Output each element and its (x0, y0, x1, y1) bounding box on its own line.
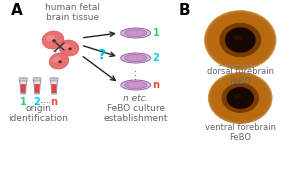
Ellipse shape (130, 84, 133, 86)
Ellipse shape (36, 77, 38, 79)
Ellipse shape (209, 14, 271, 66)
Ellipse shape (214, 19, 266, 61)
Ellipse shape (211, 16, 269, 64)
Polygon shape (34, 84, 40, 93)
Ellipse shape (53, 41, 56, 43)
Ellipse shape (134, 84, 137, 86)
Ellipse shape (58, 60, 62, 63)
Ellipse shape (124, 81, 147, 89)
Ellipse shape (53, 77, 55, 79)
Ellipse shape (134, 32, 137, 34)
Ellipse shape (225, 27, 256, 53)
Text: 2: 2 (34, 97, 40, 107)
Text: n: n (50, 97, 58, 107)
Text: dorsal forebrain
FeBO: dorsal forebrain FeBO (207, 67, 274, 86)
Ellipse shape (124, 54, 147, 62)
Ellipse shape (214, 77, 266, 119)
Polygon shape (20, 80, 27, 94)
Text: .: . (134, 68, 137, 78)
Ellipse shape (62, 44, 71, 49)
Text: origin
identification: origin identification (8, 104, 68, 123)
Text: n etc.: n etc. (123, 94, 148, 103)
Ellipse shape (233, 35, 242, 41)
Ellipse shape (226, 87, 254, 109)
Ellipse shape (138, 84, 141, 86)
Text: 2: 2 (153, 53, 159, 63)
Ellipse shape (215, 78, 265, 118)
Ellipse shape (207, 13, 273, 67)
Polygon shape (20, 84, 26, 93)
Polygon shape (51, 84, 57, 93)
FancyBboxPatch shape (19, 78, 27, 81)
Ellipse shape (52, 39, 56, 42)
Ellipse shape (214, 77, 267, 120)
Ellipse shape (49, 53, 69, 69)
Ellipse shape (205, 11, 275, 69)
Ellipse shape (213, 76, 268, 120)
Ellipse shape (138, 32, 141, 34)
Ellipse shape (212, 75, 269, 121)
Ellipse shape (206, 12, 274, 68)
Ellipse shape (121, 28, 151, 38)
Ellipse shape (138, 57, 141, 59)
Text: 1: 1 (153, 28, 159, 38)
Ellipse shape (210, 74, 271, 123)
Ellipse shape (134, 57, 137, 59)
Ellipse shape (208, 14, 272, 66)
Ellipse shape (22, 77, 24, 79)
Ellipse shape (59, 40, 79, 56)
Text: ?: ? (98, 48, 106, 62)
Ellipse shape (42, 31, 64, 49)
FancyBboxPatch shape (50, 78, 58, 81)
Ellipse shape (213, 18, 267, 62)
Ellipse shape (210, 15, 270, 65)
Ellipse shape (209, 73, 272, 123)
Text: 1: 1 (20, 97, 26, 107)
Ellipse shape (208, 72, 273, 124)
Ellipse shape (219, 23, 261, 57)
Polygon shape (34, 80, 40, 94)
Ellipse shape (130, 57, 133, 59)
Ellipse shape (53, 50, 56, 52)
Text: .: . (134, 64, 137, 74)
Text: A: A (11, 3, 23, 18)
Ellipse shape (216, 79, 264, 117)
Text: B: B (178, 3, 190, 18)
Text: n: n (153, 80, 160, 90)
Ellipse shape (234, 93, 242, 99)
Text: .: . (134, 72, 137, 82)
Ellipse shape (121, 53, 151, 63)
Ellipse shape (124, 29, 147, 37)
Text: .....: ..... (39, 96, 51, 105)
FancyBboxPatch shape (33, 78, 41, 81)
Ellipse shape (218, 80, 262, 116)
Ellipse shape (45, 35, 55, 41)
Ellipse shape (204, 10, 277, 70)
Text: human fetal
brain tissue: human fetal brain tissue (46, 3, 100, 22)
Ellipse shape (52, 56, 61, 62)
Ellipse shape (222, 83, 259, 113)
Ellipse shape (121, 80, 151, 90)
Ellipse shape (130, 32, 133, 34)
Text: ventral forebrain
FeBO: ventral forebrain FeBO (205, 123, 276, 142)
Ellipse shape (211, 74, 270, 122)
Text: FeBO culture
establishment: FeBO culture establishment (103, 104, 168, 123)
Ellipse shape (217, 80, 263, 117)
Ellipse shape (68, 47, 72, 50)
Ellipse shape (215, 20, 265, 60)
Polygon shape (51, 80, 58, 94)
Ellipse shape (212, 17, 268, 63)
